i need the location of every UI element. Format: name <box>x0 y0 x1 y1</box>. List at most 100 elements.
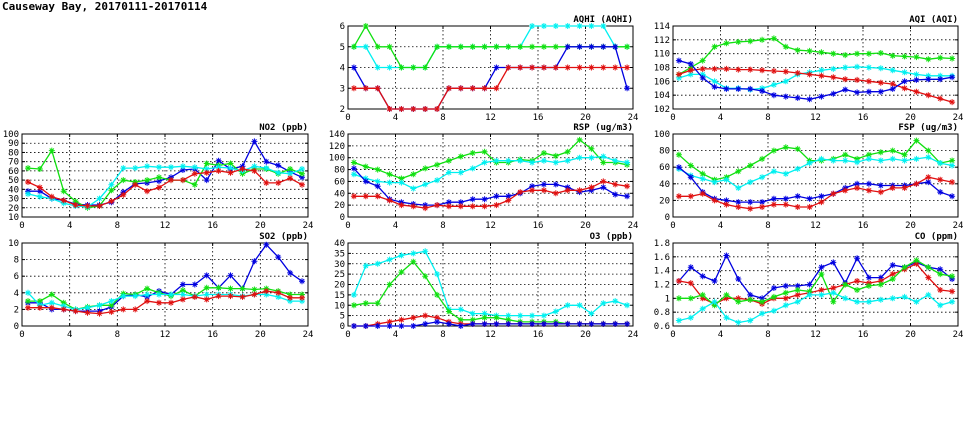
data-point <box>362 85 369 92</box>
data-point <box>350 193 357 200</box>
data-point <box>735 204 742 210</box>
series-line <box>678 263 953 305</box>
data-point <box>457 169 464 176</box>
data-point <box>505 193 512 200</box>
data-point <box>865 298 872 305</box>
y-tick-label: 114 <box>654 22 670 32</box>
y-tick-label: 2 <box>340 105 345 115</box>
data-point <box>759 155 766 162</box>
data-point <box>600 320 607 327</box>
x-tick-label: 12 <box>485 330 496 340</box>
data-point <box>949 273 956 280</box>
data-point <box>818 155 825 162</box>
data-point <box>759 88 766 94</box>
data-point <box>588 43 595 50</box>
data-point <box>889 271 896 278</box>
data-point <box>925 264 932 271</box>
x-tick-label: 24 <box>628 330 639 340</box>
data-point <box>842 187 849 194</box>
x-tick-label: 8 <box>440 330 445 340</box>
y-tick-label: 1.2 <box>654 281 670 291</box>
data-point <box>687 67 694 74</box>
y-tick-label: 4 <box>14 289 19 299</box>
data-point <box>517 189 524 196</box>
data-point <box>576 23 583 29</box>
series-cyan <box>675 289 956 326</box>
data-point <box>735 38 742 45</box>
data-point <box>854 155 861 162</box>
data-point <box>735 184 742 191</box>
data-point <box>588 310 595 317</box>
data-point <box>251 286 258 293</box>
data-point <box>865 78 872 85</box>
y-tick-label: 5 <box>340 43 345 53</box>
data-point <box>794 94 801 101</box>
data-point <box>132 306 139 313</box>
data-point <box>949 157 956 164</box>
data-point <box>227 272 234 279</box>
x-tick-label: 12 <box>810 221 821 231</box>
data-point <box>445 43 452 50</box>
data-point <box>687 264 694 271</box>
data-point <box>770 307 777 314</box>
data-point <box>759 298 766 305</box>
data-point <box>299 278 305 285</box>
data-point <box>263 179 270 186</box>
data-point <box>398 323 405 329</box>
data-point <box>144 188 151 195</box>
data-point <box>457 199 464 206</box>
data-point <box>251 167 258 174</box>
data-point <box>806 47 813 54</box>
data-point <box>422 181 429 188</box>
data-point <box>723 201 730 208</box>
data-point <box>901 78 908 85</box>
y-tick-label: 35 <box>334 249 345 259</box>
data-point <box>48 147 55 154</box>
data-point <box>469 203 476 210</box>
data-point <box>675 317 682 324</box>
data-point <box>925 174 932 181</box>
data-point <box>699 170 706 177</box>
y-tick-label: 10 <box>8 239 19 249</box>
data-point <box>48 299 55 306</box>
series-red <box>350 178 631 212</box>
data-point <box>699 74 706 81</box>
data-point <box>60 299 67 306</box>
x-tick-label: 16 <box>533 221 544 231</box>
data-point <box>759 310 766 317</box>
x-tick-label: 20 <box>580 113 591 123</box>
y-tick-label: 70 <box>8 158 19 168</box>
data-point <box>505 316 512 323</box>
series-cyan <box>675 154 956 191</box>
data-point <box>687 314 694 321</box>
data-point <box>901 184 908 191</box>
y-tick-label: 112 <box>654 36 670 46</box>
data-point <box>168 164 174 171</box>
data-point <box>84 309 91 316</box>
data-point <box>770 168 777 175</box>
data-point <box>410 171 417 178</box>
data-point <box>457 203 464 210</box>
data-point <box>227 285 234 292</box>
data-point <box>854 278 861 284</box>
data-point <box>434 314 441 321</box>
data-point <box>96 195 103 202</box>
chart-fsp: 0 4 8 12 16 20 24 0 20 40 60 80 100 FSP (ug/m3) <box>654 123 964 231</box>
data-point <box>48 304 55 311</box>
data-point <box>865 50 872 57</box>
x-tick-label: 4 <box>718 221 723 231</box>
data-point <box>434 271 441 278</box>
data-point <box>156 174 162 181</box>
data-point <box>374 300 381 307</box>
data-point <box>552 320 559 327</box>
data-point <box>600 43 607 50</box>
data-point <box>350 323 357 329</box>
data-point <box>445 199 452 206</box>
series-cyan <box>350 248 631 319</box>
data-point <box>901 53 908 60</box>
y-tick-label: 40 <box>8 185 19 195</box>
data-point <box>540 187 547 194</box>
data-point <box>576 43 583 50</box>
data-point <box>735 319 742 326</box>
y-tick-label: 0 <box>665 213 670 223</box>
